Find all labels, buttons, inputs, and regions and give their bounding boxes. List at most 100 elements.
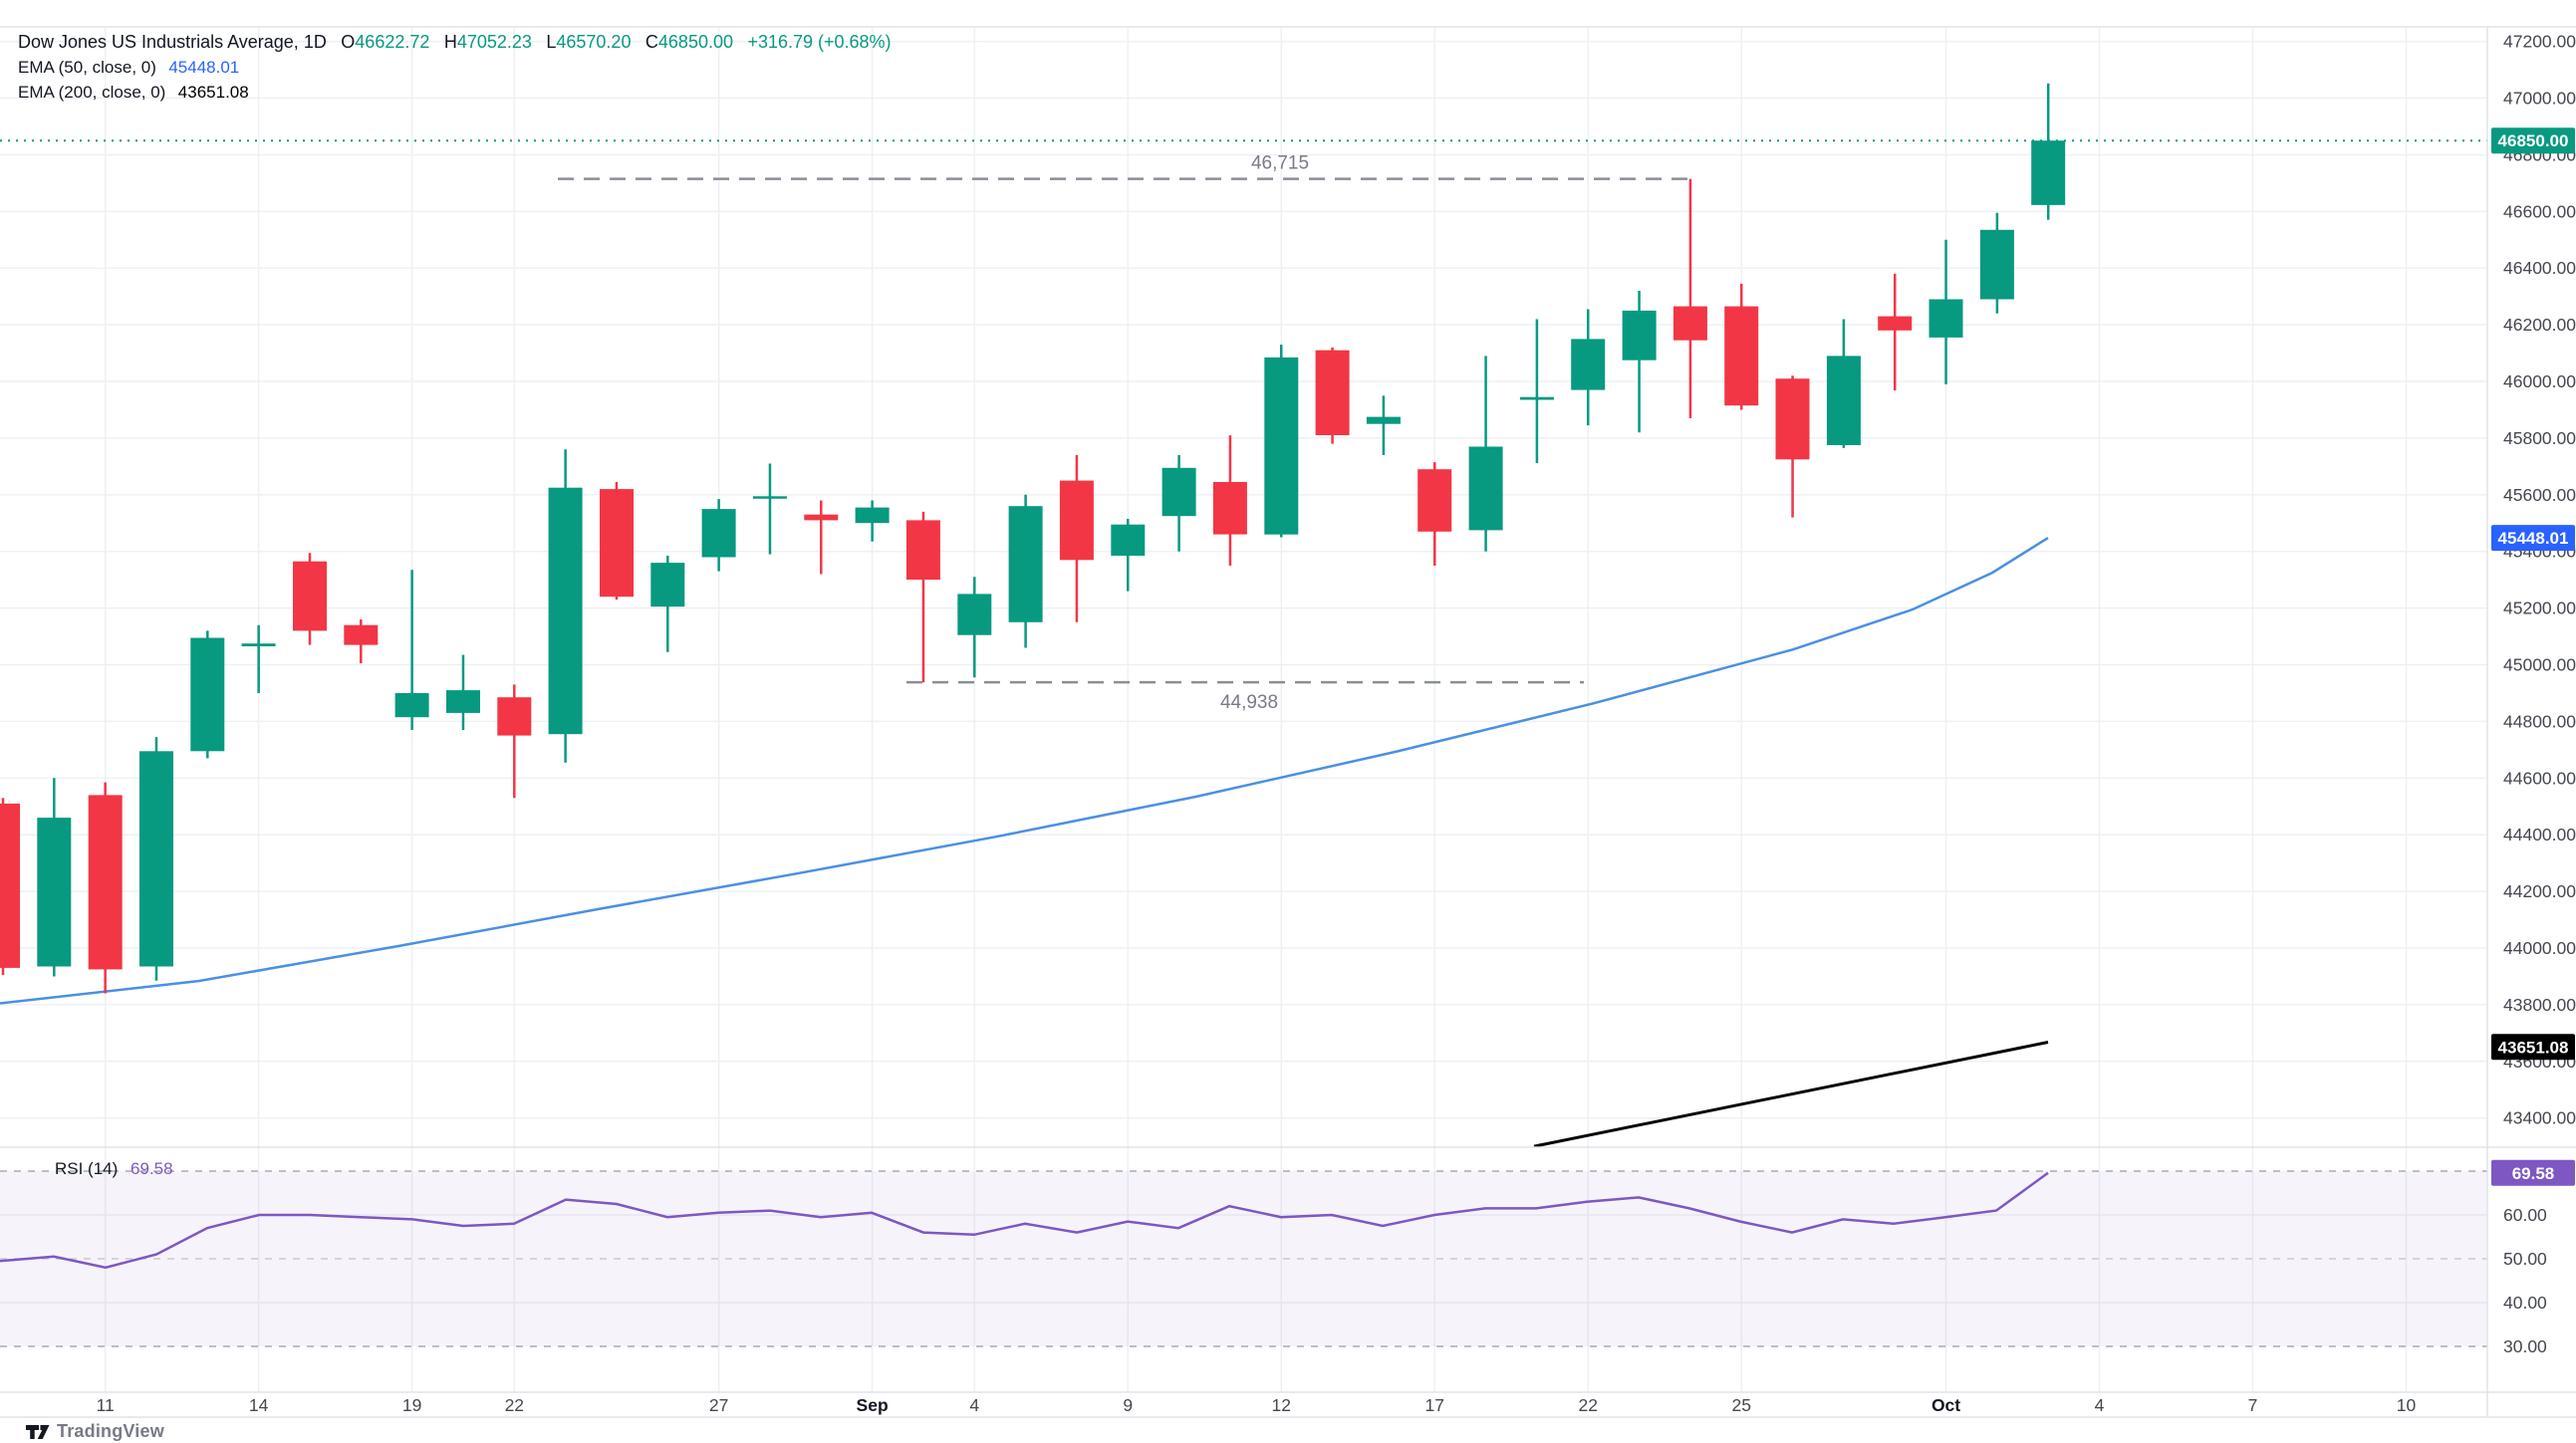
svg-text:12: 12: [1272, 1395, 1291, 1415]
price-annotations[interactable]: 46,715 44,938: [558, 153, 1689, 714]
rsi-badge: 69.58: [2491, 1159, 2575, 1186]
svg-text:60.00: 60.00: [2503, 1205, 2547, 1225]
open-value: 46622.72: [355, 32, 430, 52]
candle-sep-23: [1622, 310, 1657, 361]
low-label: L46570.20: [546, 32, 632, 52]
ema50-legend-row[interactable]: EMA (50, close, 0) 45448.01: [18, 55, 892, 80]
candle-aug-15: [293, 561, 327, 631]
candle-aug-29: [804, 514, 839, 521]
svg-text:44000.00: 44000.00: [2503, 938, 2576, 958]
candle-sep-26: [1775, 378, 1810, 460]
svg-text:10: 10: [2397, 1395, 2417, 1415]
candle-aug-7: [0, 803, 20, 968]
candle-sep-5: [1008, 506, 1043, 622]
candle-aug-20: [446, 690, 480, 713]
svg-text:14: 14: [249, 1395, 269, 1415]
rsi-value: 69.58: [130, 1159, 173, 1178]
svg-text:44,938: 44,938: [1220, 692, 1278, 713]
ema200-value: 43651.08: [177, 83, 249, 102]
candle-sep-19: [1519, 396, 1554, 400]
rsi-axis[interactable]: 60.00 50.00 40.00 30.00: [2503, 1205, 2547, 1356]
svg-text:46200.00: 46200.00: [2503, 315, 2576, 335]
candle-sep-29: [1826, 356, 1861, 445]
svg-text:43800.00: 43800.00: [2503, 995, 2576, 1015]
svg-text:40.00: 40.00: [2503, 1293, 2547, 1313]
change-value: +316.79 (+0.68%): [747, 32, 892, 52]
svg-text:45000.00: 45000.00: [2503, 655, 2576, 675]
svg-text:4: 4: [2095, 1395, 2105, 1415]
candle-sep-10: [1161, 467, 1196, 517]
candle-aug-26: [650, 563, 685, 607]
candle-sep-8: [1059, 480, 1094, 561]
candle-sep-22: [1571, 339, 1606, 390]
candle-aug-11: [88, 795, 123, 970]
candle-oct-2: [1979, 229, 2014, 300]
price-axis[interactable]: 47200.0047000.0046800.0046600.0046400.00…: [2503, 32, 2576, 1128]
svg-text:19: 19: [402, 1395, 421, 1415]
legend: Dow Jones US Industrials Average, 1D O46…: [18, 30, 892, 105]
candle-oct-1: [1929, 299, 1963, 338]
svg-text:Oct: Oct: [1932, 1395, 1960, 1415]
svg-text:46400.00: 46400.00: [2503, 258, 2576, 278]
tradingview-logo-text: TradingView: [57, 1421, 164, 1441]
candle-aug-28: [752, 496, 787, 499]
candle-oct-3: [2031, 140, 2066, 205]
high-label: H47052.23: [443, 32, 532, 52]
svg-text:44600.00: 44600.00: [2503, 768, 2576, 788]
candle-aug-13: [190, 637, 225, 752]
svg-text:50.00: 50.00: [2503, 1249, 2547, 1269]
price-gridlines: [0, 40, 2487, 1119]
candle-sep-3: [905, 520, 940, 581]
high-value: 47052.23: [456, 32, 532, 52]
svg-text:43400.00: 43400.00: [2503, 1108, 2576, 1128]
candle-sep-24: [1673, 306, 1707, 341]
candles[interactable]: [0, 83, 2066, 994]
rsi-line[interactable]: [0, 1171, 2049, 1270]
time-axis[interactable]: 11 14 19 22 27 Sep 4 9 12 17 22 25 Oct 4 7 10: [97, 1395, 2417, 1415]
candle-aug-18: [344, 624, 379, 645]
candle-sep-16: [1366, 416, 1401, 424]
svg-text:47000.00: 47000.00: [2503, 89, 2576, 109]
svg-text:11: 11: [97, 1395, 115, 1415]
candle-sep-15: [1315, 350, 1350, 435]
candle-aug-22: [548, 487, 583, 735]
candle-aug-12: [139, 751, 173, 967]
symbol-legend-row[interactable]: Dow Jones US Industrials Average, 1D O46…: [18, 30, 892, 55]
ema200-label: EMA (200, close, 0): [18, 83, 166, 102]
svg-text:46600.00: 46600.00: [2503, 201, 2576, 221]
rsi-legend-row[interactable]: RSI (14) 69.58: [55, 1159, 173, 1179]
candle-sep-2: [855, 507, 890, 524]
svg-text:45200.00: 45200.00: [2503, 599, 2576, 618]
candle-aug-25: [600, 489, 634, 598]
ema200-line[interactable]: [1533, 1041, 2049, 1148]
svg-text:22: 22: [1578, 1395, 1597, 1415]
svg-text:30.00: 30.00: [2503, 1336, 2547, 1356]
candle-aug-14: [241, 643, 276, 646]
svg-text:9: 9: [1123, 1395, 1133, 1415]
ema50-line[interactable]: [0, 537, 2049, 1005]
candle-sep-9: [1111, 524, 1146, 556]
svg-text:69.58: 69.58: [2512, 1164, 2555, 1183]
tradingview-logo-icon: [26, 1424, 50, 1439]
svg-text:7: 7: [2248, 1395, 2258, 1415]
candle-aug-8: [37, 818, 72, 967]
svg-text:17: 17: [1425, 1395, 1444, 1415]
ema200-legend-row[interactable]: EMA (200, close, 0) 43651.08: [18, 80, 892, 105]
svg-text:Sep: Sep: [857, 1395, 889, 1415]
candle-sep-17: [1417, 469, 1452, 532]
tradingview-logo[interactable]: TradingView: [26, 1421, 164, 1442]
price-badge-45448.01: 45448.01: [2491, 525, 2575, 552]
candle-aug-27: [701, 509, 736, 558]
pane-separators: [0, 26, 2576, 1418]
svg-text:44400.00: 44400.00: [2503, 825, 2576, 844]
svg-text:45800.00: 45800.00: [2503, 428, 2576, 448]
svg-text:46,715: 46,715: [1251, 153, 1309, 174]
svg-text:44800.00: 44800.00: [2503, 711, 2576, 731]
price-badge-43651.08: 43651.08: [2491, 1034, 2575, 1061]
svg-text:22: 22: [505, 1395, 524, 1415]
svg-text:46000.00: 46000.00: [2503, 371, 2576, 391]
candle-sep-11: [1212, 482, 1247, 535]
svg-text:27: 27: [709, 1395, 728, 1415]
